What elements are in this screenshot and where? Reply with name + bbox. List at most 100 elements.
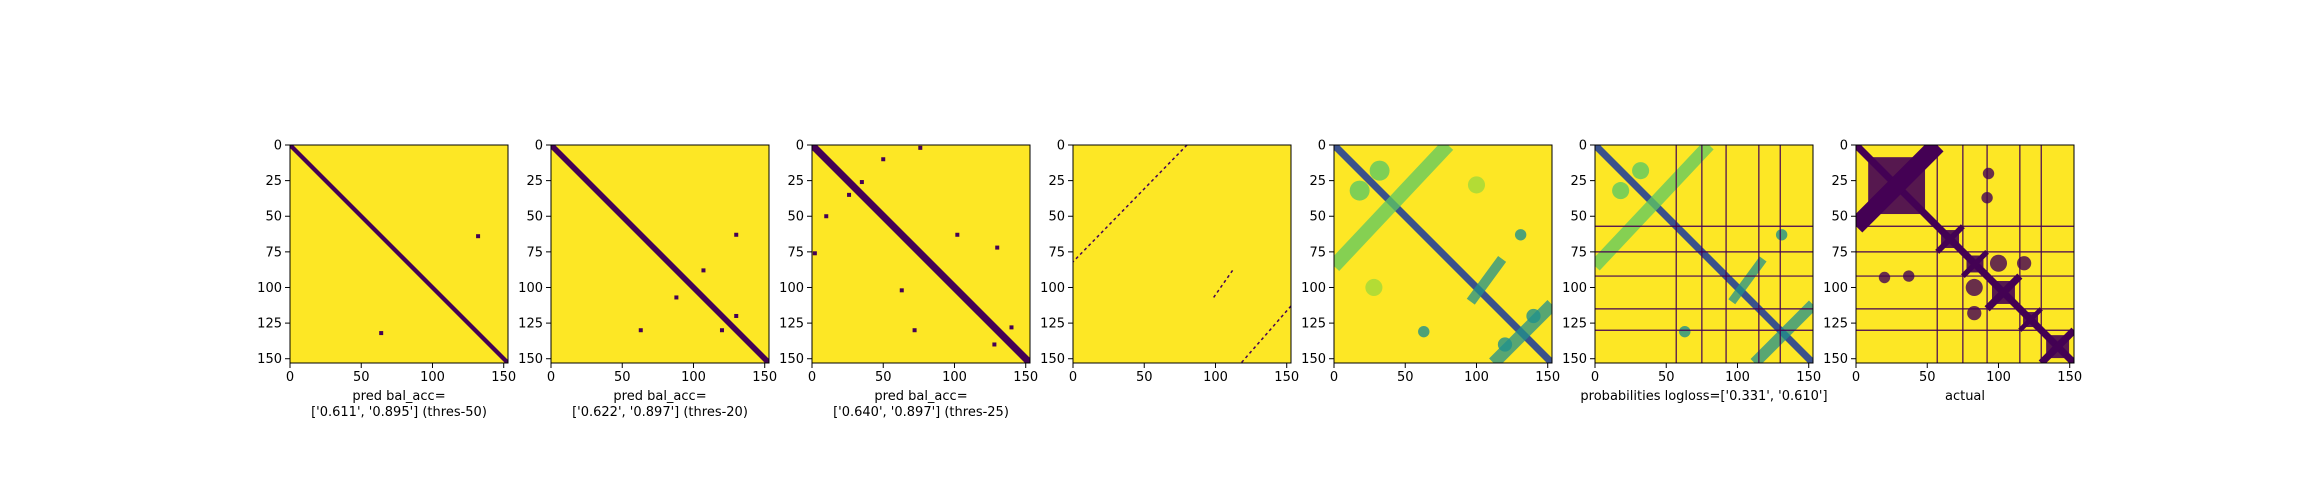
y-tick-label: 75 — [787, 245, 804, 260]
heatmap-dashed-line — [1240, 305, 1291, 363]
x-tick-label: 0 — [808, 370, 816, 385]
axes-frame — [1594, 144, 1814, 364]
y-tick-label: 100 — [1823, 281, 1848, 296]
y-tick-label: 150 — [1823, 352, 1848, 367]
x-tick-label: 100 — [420, 370, 445, 385]
y-tick-label: 125 — [1040, 317, 1065, 332]
x-axis-label: ['0.611', '0.895'] (thres-50) — [311, 405, 487, 420]
heatmap-panel: 0 50 100 150 0 25 50 75 100 125 150 — [1301, 139, 1560, 386]
y-tick-label: 150 — [779, 352, 804, 367]
heatmap-dot — [719, 328, 724, 333]
y-tick-label: 25 — [265, 174, 282, 189]
heatmap-content — [1073, 145, 1291, 363]
y-tick-label: 0 — [1057, 139, 1065, 154]
y-tick-label: 25 — [787, 174, 804, 189]
y-tick-label: 50 — [1570, 210, 1587, 225]
heatmap-blob — [1369, 160, 1390, 181]
heatmap-blob — [1878, 271, 1891, 284]
y-tick-label: 100 — [518, 281, 543, 296]
x-tick-label: 50 — [1397, 370, 1414, 385]
heatmap-dot — [1009, 325, 1014, 330]
axes-frame — [811, 144, 1031, 364]
heatmap-blob — [1418, 325, 1430, 338]
heatmap-dot — [734, 232, 739, 237]
x-tick-label: 100 — [681, 370, 706, 385]
heatmap-band — [1595, 145, 1714, 271]
y-tick-label: 75 — [1831, 245, 1848, 260]
heatmap-dot — [734, 313, 739, 318]
heatmap-block-cross — [1984, 273, 2023, 312]
y-tick-label: 100 — [257, 281, 282, 296]
x-tick-label: 0 — [1852, 370, 1860, 385]
heatmap-content — [290, 145, 508, 363]
y-tick-label: 50 — [787, 210, 804, 225]
x-tick-label: 50 — [353, 370, 370, 385]
x-tick-label: 150 — [1535, 370, 1560, 385]
y-tick-label: 125 — [518, 317, 543, 332]
x-tick-label: 0 — [1069, 370, 1077, 385]
heatmap-content — [1595, 145, 1813, 363]
y-tick-label: 50 — [526, 210, 543, 225]
heatmap-diagonal — [812, 145, 1030, 363]
x-tick-label: 150 — [1274, 370, 1299, 385]
y-tick-label: 75 — [1570, 245, 1587, 260]
heatmap-dot — [912, 328, 917, 333]
x-tick-label: 50 — [614, 370, 631, 385]
heatmap-content — [1334, 145, 1552, 363]
heatmap-blob — [1679, 325, 1691, 338]
heatmap-blob — [1526, 308, 1541, 324]
heatmap-diagonal — [551, 145, 769, 363]
heatmap-band — [1728, 256, 1767, 305]
heatmap-dot — [674, 295, 679, 300]
x-tick-label: 150 — [2057, 370, 2082, 385]
heatmap-content — [812, 145, 1030, 363]
y-tick-label: 0 — [1318, 139, 1326, 154]
y-tick-label: 125 — [1823, 317, 1848, 332]
heatmap-content — [551, 145, 769, 363]
heatmap-blob — [1989, 254, 2008, 272]
heatmap-dot — [701, 268, 706, 273]
y-tick-label: 0 — [796, 139, 804, 154]
axes-frame — [1333, 144, 1553, 364]
y-tick-label: 100 — [1301, 281, 1326, 296]
heatmap-panel: 0 50 100 150 0 25 50 75 100 125 150 pred bal_acc=['… — [257, 139, 516, 421]
heatmap-dot — [379, 331, 384, 336]
y-tick-label: 50 — [1831, 210, 1848, 225]
heatmap-blob — [1965, 278, 1983, 297]
heatmap-band — [1466, 256, 1507, 305]
y-tick-label: 100 — [779, 281, 804, 296]
heatmap-dot — [995, 245, 1000, 250]
heatmap-panel: 0 50 100 150 0 25 50 75 100 125 150 — [1040, 139, 1299, 386]
y-tick-label: 125 — [779, 317, 804, 332]
heatmap-dot — [918, 145, 923, 150]
heatmap-block-cross — [2038, 327, 2074, 363]
x-tick-label: 150 — [491, 370, 516, 385]
x-tick-label: 150 — [1013, 370, 1038, 385]
x-axis-label: ['0.640', '0.897'] (thres-25) — [833, 405, 1009, 420]
x-tick-label: 0 — [1591, 370, 1599, 385]
axes-frame — [1072, 144, 1292, 364]
y-tick-label: 0 — [535, 139, 543, 154]
y-tick-label: 150 — [1562, 352, 1587, 367]
heatmap-dot — [859, 180, 864, 185]
heatmap-dot — [847, 192, 852, 197]
heatmap-blob — [1967, 306, 1982, 321]
y-tick-label: 25 — [1048, 174, 1065, 189]
x-tick-label: 0 — [1330, 370, 1338, 385]
heatmap-blob — [1982, 167, 1995, 180]
x-axis-label: pred bal_acc= — [352, 389, 445, 404]
heatmap-background — [1073, 145, 1291, 363]
heatmap-panel: 0 50 100 150 0 25 50 75 100 125 150 actual — [1823, 139, 2082, 405]
heatmap-block-cross — [1856, 145, 1944, 233]
heatmap-block-cross — [2018, 307, 2043, 332]
heatmap-dot — [812, 251, 817, 256]
heatmap-dot — [476, 234, 481, 239]
heatmap-diagonal — [290, 145, 508, 363]
heatmap-block-cross — [1935, 224, 1965, 254]
axes-frame — [550, 144, 770, 364]
y-tick-label: 75 — [526, 245, 543, 260]
heatmap-dot — [899, 288, 904, 293]
x-axis-label: pred bal_acc= — [613, 389, 706, 404]
x-tick-label: 100 — [1203, 370, 1228, 385]
